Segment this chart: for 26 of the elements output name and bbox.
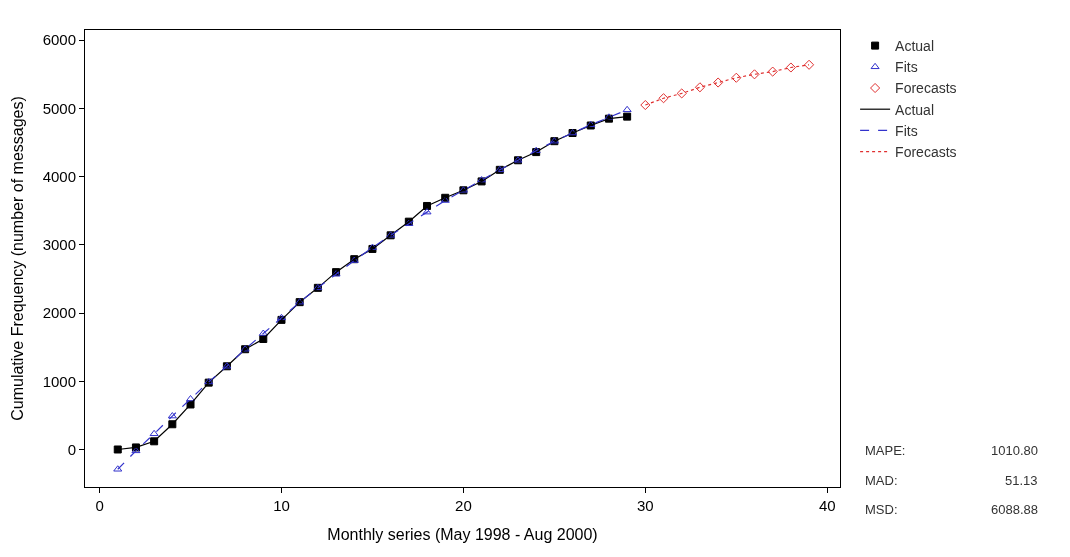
x-tick-label: 30 <box>637 497 654 514</box>
text: MAD: <box>865 473 898 488</box>
legend-label: Forecasts <box>895 144 957 161</box>
text: MSD: <box>865 502 898 517</box>
legend-label: Actual <box>895 101 935 118</box>
y-tick-label: 5000 <box>42 99 76 117</box>
x-axis-title: Monthly series (May 1998 - Aug 2000) <box>327 525 598 543</box>
y-tick-label: 1000 <box>42 372 76 390</box>
x-tick-label: 40 <box>818 497 836 514</box>
legend-label: Forecasts <box>895 80 957 97</box>
text: 1010.80 <box>991 443 1038 458</box>
text: MAPE: <box>865 443 906 458</box>
y-tick-label: 0 <box>67 440 76 458</box>
legend-label: Fits <box>895 59 918 76</box>
legend-label: Fits <box>895 122 918 139</box>
y-tick-label: 6000 <box>42 31 76 49</box>
x-tick-label: 10 <box>273 497 290 514</box>
y-tick-label: 4000 <box>42 167 76 185</box>
y-axis-title: Cumulative Frequency (number of messages) <box>8 96 26 421</box>
x-tick-label: 20 <box>455 497 472 514</box>
text: 51.13 <box>1005 473 1038 488</box>
x-tick-label: 0 <box>95 497 104 514</box>
y-tick-label: 3000 <box>42 236 76 254</box>
legend-label: Actual <box>895 38 935 55</box>
text: 6088.88 <box>991 502 1038 517</box>
y-tick-label: 2000 <box>42 304 76 322</box>
